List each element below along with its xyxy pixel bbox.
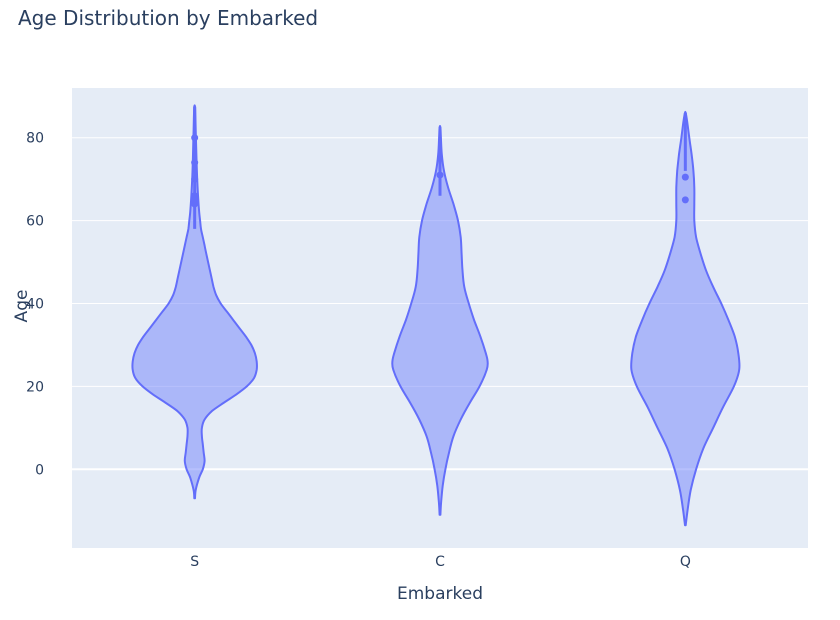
y-tick-label: 0 [35,462,44,478]
y-tick-label: 80 [26,131,44,147]
chart-title: Age Distribution by Embarked [18,6,318,30]
y-tick-label: 20 [26,379,44,395]
violin-Q [630,110,741,527]
outlier-point [436,171,444,179]
outlier-point [191,175,199,183]
x-tick-label: S [190,554,199,570]
x-tick-label: Q [680,554,691,570]
outlier-point [191,200,199,208]
violins [131,104,741,527]
violin-C [391,125,489,516]
outlier-point [191,159,199,167]
y-axis-title: Age [12,290,32,323]
x-axis-title: Embarked [397,584,483,604]
outlier-point [191,134,199,142]
y-tick-label: 40 [26,296,44,312]
violin-S [131,104,258,500]
y-tick-label: 60 [26,214,44,230]
y-tick-labels: 0 20 40 60 80 [26,131,44,479]
x-tick-label: C [435,554,445,570]
outlier-point [681,196,689,204]
outlier-point [681,173,689,181]
